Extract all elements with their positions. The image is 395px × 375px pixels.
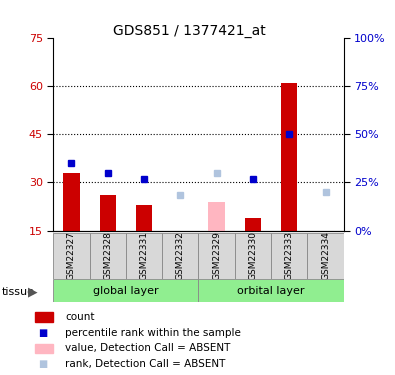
Text: GSM22331: GSM22331 bbox=[139, 231, 149, 280]
Bar bbox=[281, 82, 297, 231]
Text: GDS851 / 1377421_at: GDS851 / 1377421_at bbox=[113, 24, 266, 38]
Text: orbital layer: orbital layer bbox=[237, 286, 305, 296]
Text: tissue: tissue bbox=[2, 287, 35, 297]
Bar bbox=[307, 232, 344, 279]
Text: ■: ■ bbox=[38, 359, 47, 369]
Text: ▶: ▶ bbox=[28, 285, 37, 298]
Bar bbox=[209, 202, 225, 231]
Bar bbox=[53, 279, 199, 302]
Bar bbox=[136, 205, 152, 231]
Text: GSM22333: GSM22333 bbox=[285, 231, 294, 280]
Text: GSM22328: GSM22328 bbox=[103, 231, 112, 280]
Bar bbox=[245, 218, 261, 231]
Bar bbox=[126, 232, 162, 279]
Text: rank, Detection Call = ABSENT: rank, Detection Call = ABSENT bbox=[65, 359, 226, 369]
Text: GSM22330: GSM22330 bbox=[248, 231, 258, 280]
Bar bbox=[271, 232, 307, 279]
Bar bbox=[199, 232, 235, 279]
Text: GSM22334: GSM22334 bbox=[321, 231, 330, 280]
Text: GSM22329: GSM22329 bbox=[212, 231, 221, 280]
Bar bbox=[63, 172, 80, 231]
Text: GSM22332: GSM22332 bbox=[176, 231, 185, 280]
Text: ■: ■ bbox=[38, 328, 47, 338]
Bar bbox=[90, 232, 126, 279]
Text: GSM22327: GSM22327 bbox=[67, 231, 76, 280]
Text: global layer: global layer bbox=[93, 286, 159, 296]
Text: percentile rank within the sample: percentile rank within the sample bbox=[65, 328, 241, 338]
Bar bbox=[162, 232, 199, 279]
Bar bbox=[199, 279, 344, 302]
Bar bbox=[235, 232, 271, 279]
Text: count: count bbox=[65, 312, 95, 322]
Text: value, Detection Call = ABSENT: value, Detection Call = ABSENT bbox=[65, 344, 231, 353]
Bar bbox=[53, 232, 90, 279]
Bar bbox=[100, 195, 116, 231]
